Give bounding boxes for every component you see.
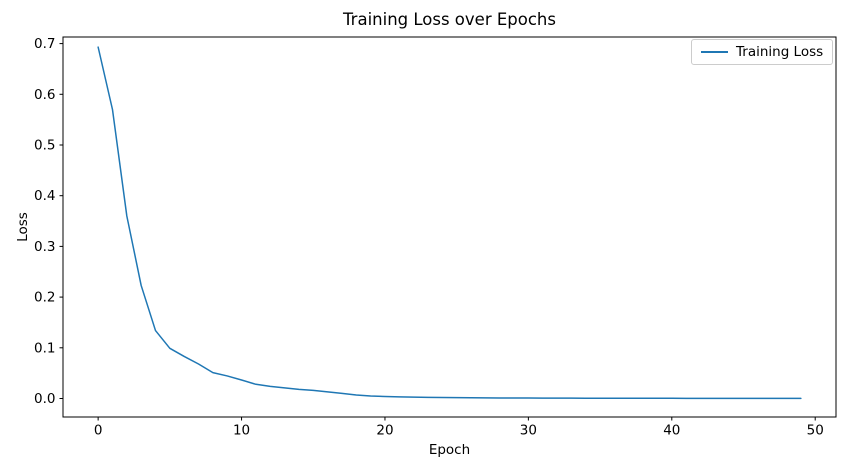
x-tick-label: 50 <box>807 423 824 439</box>
y-tick-label: 0.4 <box>34 188 55 204</box>
x-tick-label: 10 <box>233 423 250 439</box>
chart-title: Training Loss over Epochs <box>343 10 556 29</box>
x-tick-label: 40 <box>663 423 680 439</box>
x-tick-label: 20 <box>376 423 393 439</box>
y-tick-label: 0.5 <box>34 137 55 153</box>
y-tick-label: 0.0 <box>34 391 55 407</box>
axes-spines <box>62 36 837 418</box>
y-axis-label: Loss <box>15 212 31 242</box>
x-tick-label: 0 <box>94 423 103 439</box>
y-tick-label: 0.2 <box>34 290 55 306</box>
y-tick-label: 0.3 <box>34 239 55 255</box>
x-axis-label: Epoch <box>428 442 471 458</box>
y-tick-label: 0.1 <box>34 340 55 356</box>
legend: Training Loss <box>691 39 834 65</box>
x-tick-label: 30 <box>520 423 537 439</box>
y-tick-label: 0.6 <box>34 87 55 103</box>
legend-label: Training Loss <box>736 44 824 60</box>
training-loss-line <box>97 46 802 400</box>
y-tick-label: 0.7 <box>34 36 55 52</box>
legend-line-sample <box>701 51 728 53</box>
